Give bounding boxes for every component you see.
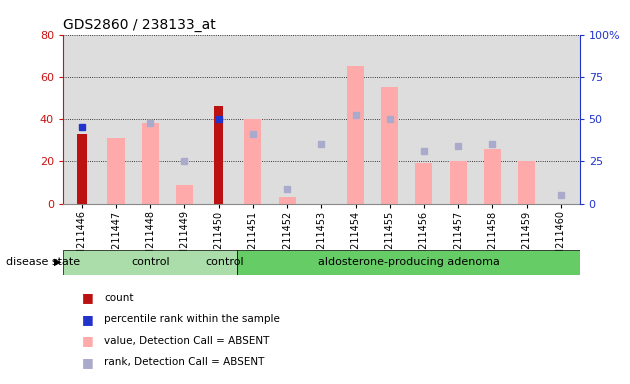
Bar — [518, 161, 535, 204]
Text: ▶: ▶ — [54, 257, 61, 267]
Bar — [484, 149, 501, 204]
Text: value, Detection Call = ABSENT: value, Detection Call = ABSENT — [104, 336, 270, 346]
Text: count: count — [104, 293, 134, 303]
Bar — [278, 197, 295, 204]
Bar — [214, 106, 224, 204]
Text: percentile rank within the sample: percentile rank within the sample — [104, 314, 280, 324]
Bar — [142, 123, 159, 204]
Bar — [238, 250, 580, 275]
Bar — [347, 66, 364, 204]
Bar — [415, 164, 432, 204]
Bar — [77, 134, 86, 204]
Bar — [108, 138, 125, 204]
Text: ■: ■ — [82, 313, 94, 326]
Text: ■: ■ — [82, 334, 94, 347]
Text: disease state: disease state — [6, 257, 81, 267]
Text: ■: ■ — [82, 291, 94, 304]
Bar — [176, 185, 193, 204]
Bar — [381, 88, 398, 204]
Text: control: control — [131, 257, 169, 267]
Text: control: control — [205, 257, 244, 267]
Text: ■: ■ — [82, 356, 94, 369]
Text: aldosterone-producing adenoma: aldosterone-producing adenoma — [318, 257, 500, 267]
Text: rank, Detection Call = ABSENT: rank, Detection Call = ABSENT — [104, 357, 265, 367]
Text: GDS2860 / 238133_at: GDS2860 / 238133_at — [63, 18, 215, 32]
Bar — [450, 161, 467, 204]
Bar — [244, 119, 261, 204]
Bar — [63, 250, 238, 275]
